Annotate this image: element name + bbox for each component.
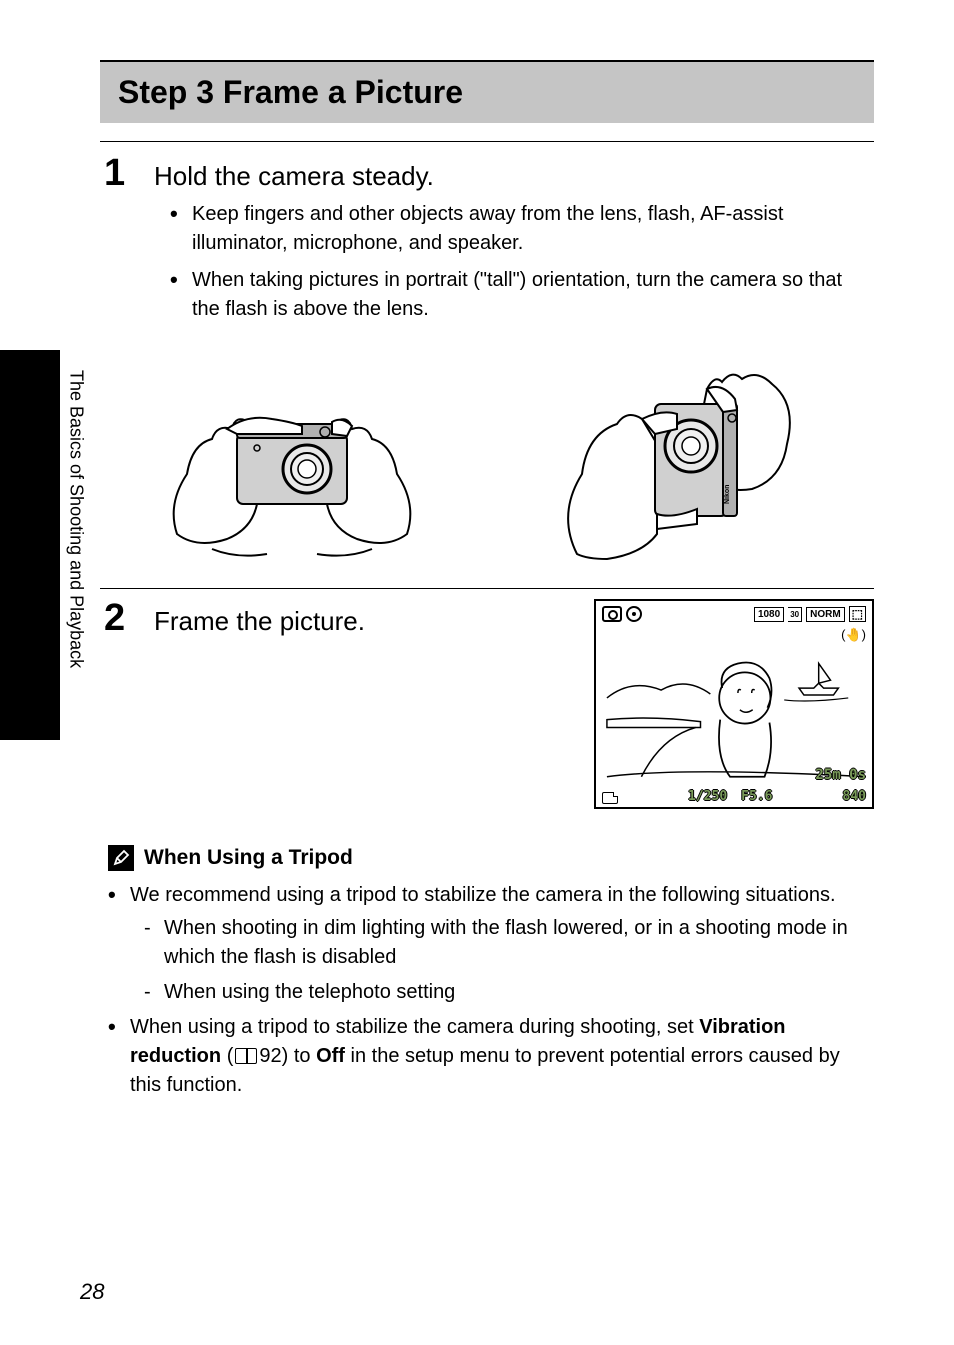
camera-mode-icon (602, 606, 622, 622)
badge-norm: NORM (806, 607, 845, 622)
lcd-aperture: F5.6 (741, 789, 772, 804)
tripod-dash-2: When using the telephoto setting (144, 978, 874, 1007)
manual-ref-icon (235, 1048, 257, 1064)
step-2-number: 2 (104, 599, 132, 637)
lcd-preview-screen: 108030 NORM ⬚ (🤚) (594, 599, 874, 809)
tripod-ref-page: 92 (259, 1045, 281, 1067)
step-1-heading: Hold the camera steady. (154, 161, 434, 192)
step-2-row: 2 Frame the picture. 108030 NORM ⬚ (🤚) (100, 599, 874, 809)
step-title-bar: Step 3 Frame a Picture (100, 60, 874, 123)
tripod-bullets: We recommend using a tripod to stabilize… (108, 881, 874, 1100)
step-2-heading: Frame the picture. (154, 606, 365, 637)
size-icon: ⬚ (849, 606, 866, 622)
tripod-sub-list: When shooting in dim lighting with the f… (144, 914, 874, 1007)
side-black-tab (0, 350, 60, 740)
step-1-heading-row: 1 Hold the camera steady. (104, 154, 874, 192)
page-number: 28 (80, 1279, 104, 1305)
lcd-shutter-speed: 1/250 (688, 789, 727, 804)
illustrations-row: Nikon Nikon (100, 354, 874, 564)
note-pencil-icon (108, 845, 134, 871)
lcd-scene-drawing (602, 629, 866, 783)
tripod-dash-1: When shooting in dim lighting with the f… (144, 914, 874, 972)
page-content-area: Step 3 Frame a Picture 1 Hold the camera… (0, 0, 954, 1146)
step-1-number: 1 (104, 154, 132, 192)
step-1-bullets: Keep fingers and other objects away from… (170, 200, 874, 324)
lcd-bottom-row: 1/250 F5.6 840 (602, 789, 866, 804)
memory-card-icon (602, 792, 618, 804)
tripod-b2-pre: When using a tripod to stabilize the cam… (130, 1016, 699, 1038)
step-1-bullet-2: When taking pictures in portrait ("tall"… (170, 266, 874, 324)
lcd-top-row: 1080 30 NORM ⬚ (602, 606, 866, 622)
step-1-bullet-1: Keep fingers and other objects away from… (170, 200, 874, 258)
tripod-note-header: When Using a Tripod (108, 845, 874, 871)
illustration-landscape-grip: Nikon (157, 354, 427, 564)
badge-fps: 30 (788, 607, 802, 622)
target-icon (626, 606, 642, 622)
tripod-b2-mid: ) to (282, 1045, 316, 1067)
divider-after-title (100, 141, 874, 142)
lcd-shots-remaining: 840 (843, 789, 866, 804)
tripod-bullet-1: We recommend using a tripod to stabilize… (108, 881, 874, 1007)
illustration-portrait-grip: Nikon (547, 354, 817, 564)
divider-before-step2 (100, 588, 874, 589)
step-title: Step 3 Frame a Picture (118, 74, 856, 111)
svg-text:Nikon: Nikon (724, 485, 731, 504)
tripod-ref-open: ( (227, 1045, 234, 1067)
tripod-bullet-1-text: We recommend using a tripod to stabilize… (130, 884, 836, 906)
badge-1080: 1080 (754, 607, 784, 622)
tripod-off-label: Off (316, 1045, 345, 1067)
lcd-record-time: 25m 0s (815, 767, 866, 783)
tripod-bullet-2: When using a tripod to stabilize the cam… (108, 1013, 874, 1100)
side-section-label: The Basics of Shooting and Playback (65, 370, 87, 720)
tripod-note-title: When Using a Tripod (144, 846, 353, 870)
